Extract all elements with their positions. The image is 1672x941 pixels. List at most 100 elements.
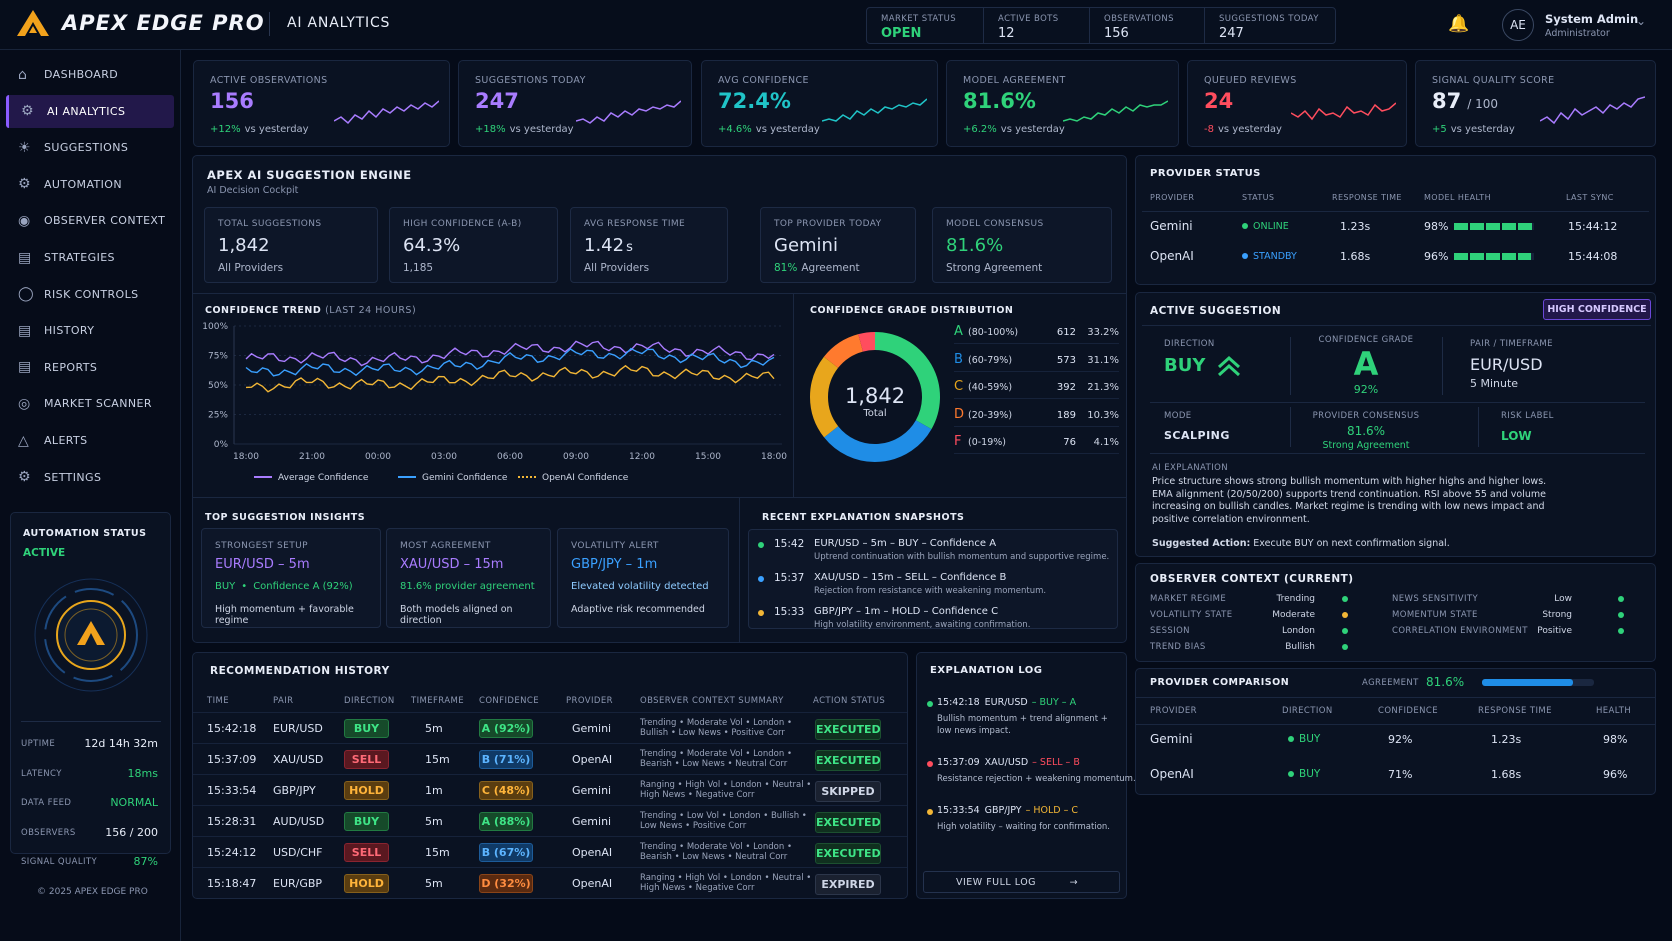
nav-item-observer-context[interactable]: ◉ OBSERVER CONTEXT: [6, 204, 174, 237]
trend-series-line: [245, 364, 775, 393]
insight-card: STRONGEST SETUP EUR/USD – 5m BUY • Confidenc…: [201, 528, 381, 628]
nav-item-reports[interactable]: ▤ REPORTS: [6, 351, 174, 384]
log-title: EXPLANATION LOG: [930, 665, 1043, 676]
nav-label: AI ANALYTICS: [47, 104, 126, 118]
kpi-suffix: / 100: [1467, 97, 1498, 111]
table-row[interactable]: 15:33:54 GBP/JPY HOLD 1m C (48%) Gemini Rangin…: [193, 774, 907, 805]
provider-response: 1.23s: [1340, 220, 1371, 233]
table-row[interactable]: 15:24:12 USD/CHF SELL 15m B (67%) OpenAI Trend…: [193, 836, 907, 867]
nav-item-market-scanner[interactable]: ◎ MARKET SCANNER: [6, 387, 174, 420]
history-column-header: TIMEFRAME: [411, 696, 464, 706]
nav-item-history[interactable]: ▤ HISTORY: [6, 314, 174, 347]
nav-item-suggestions[interactable]: ☀ SUGGESTIONS: [6, 131, 174, 164]
comparison-column: RESPONSE TIME: [1478, 706, 1552, 716]
snapshot-time: 15:42: [774, 538, 805, 550]
insight-line1: Elevated volatility detected: [571, 581, 709, 592]
log-line2: low news impact.: [937, 726, 1011, 736]
view-full-log-button[interactable]: VIEW FULL LOG →: [923, 871, 1120, 893]
insight-line2: Adaptive risk recommended: [571, 604, 705, 615]
nav-item-alerts[interactable]: △ ALERTS: [6, 424, 174, 457]
nav-item-settings[interactable]: ⚙ SETTINGS: [6, 461, 174, 494]
row-timeframe: 1m: [425, 784, 443, 797]
nav-item-ai-analytics[interactable]: ⚙ AI ANALYTICS: [6, 94, 174, 128]
insight-head: EUR/USD – 5m: [215, 557, 310, 572]
trend-legend-label: Average Confidence: [278, 473, 369, 483]
kpi-delta: -8 vs yesterday: [1204, 124, 1282, 135]
observations-cell: OBSERVATIONS 156: [1090, 8, 1205, 43]
trend-xtick: 18:00: [233, 452, 259, 462]
nav-label: HISTORY: [44, 324, 95, 338]
agreement-value: 81.6%: [1426, 675, 1465, 689]
nav-item-automation[interactable]: ⚙ AUTOMATION: [6, 168, 174, 201]
provider-name: OpenAI: [1150, 249, 1194, 263]
grade-range: (40-59%): [968, 382, 1013, 393]
kpi-value: 247: [475, 89, 519, 113]
history-column-header: ACTION STATUS: [813, 696, 886, 706]
direction-value: BUY: [1164, 355, 1206, 376]
table-row[interactable]: 15:37:09 XAU/USD SELL 15m B (71%) OpenAI Trend…: [193, 743, 907, 774]
confidence-trend-chart: CONFIDENCE TREND (LAST 24 HOURS) 100% 75%…: [192, 293, 794, 497]
row-time: 15:33:54: [207, 784, 257, 797]
confidence-badge: D (32%): [479, 874, 533, 893]
trend-range: (LAST 24 HOURS): [325, 305, 417, 316]
nav-label: ALERTS: [44, 434, 88, 447]
grade-pct: 21.3%: [1087, 382, 1119, 393]
engine-card-label: TOP PROVIDER TODAY: [774, 219, 882, 229]
home-icon: ⌂: [18, 66, 28, 83]
provider-status-column: LAST SYNC: [1566, 193, 1614, 202]
insight-line2: Both models aligned on direction: [400, 604, 513, 626]
trend-series-line: [245, 347, 775, 377]
kpi-sparkline: [1063, 100, 1168, 122]
risk-value: LOW: [1501, 429, 1532, 443]
status-dot: [758, 610, 764, 616]
section-title: AI ANALYTICS: [287, 15, 391, 31]
grade-letter: B: [954, 351, 963, 367]
grade-letter: D: [954, 406, 965, 422]
history-column-header: PAIR: [273, 696, 294, 706]
row-provider: OpenAI: [572, 877, 613, 890]
trend-xtick: 18:00: [761, 452, 787, 462]
trend-xtick: 21:00: [299, 452, 325, 462]
kpi-card: SUGGESTIONS TODAY 247 +18% vs yesterday: [458, 60, 692, 147]
observer-value: Strong: [1542, 610, 1572, 620]
nav-item-risk-controls[interactable]: ◯ RISK CONTROLS: [6, 278, 174, 311]
arrow-right-icon: →: [1069, 877, 1079, 888]
trend-ytick: 75%: [208, 352, 228, 362]
row-pair: AUD/USD: [273, 815, 325, 828]
brand-title: APEX EDGE PRO: [62, 11, 265, 35]
kpi-label: QUEUED REVIEWS: [1204, 75, 1297, 86]
row-pair: EUR/USD: [273, 722, 323, 735]
nav-item-strategies[interactable]: ▤ STRATEGIES: [6, 241, 174, 274]
table-row[interactable]: 15:28:31 AUD/USD BUY 5m A (88%) Gemini Trendin…: [193, 805, 907, 836]
table-row[interactable]: 15:42:18 EUR/USD BUY 5m A (92%) Gemini Trendin…: [193, 712, 907, 743]
kpi-value: 24: [1204, 89, 1234, 113]
consensus-sub: Strong Agreement: [1322, 440, 1410, 451]
nav-label: STRATEGIES: [44, 251, 115, 264]
avatar[interactable]: AE: [1502, 9, 1534, 41]
row-context: Ranging • High Vol • London • Neutral • H…: [640, 780, 812, 800]
automation-row-value: 156 / 200: [105, 825, 158, 839]
trend-xtick: 06:00: [497, 452, 523, 462]
top-bar: APEX EDGE PRO AI ANALYTICS MARKET STATUS…: [0, 0, 1672, 50]
timeframe-value: 5 Minute: [1470, 377, 1519, 390]
donut-slice-c: [810, 356, 839, 438]
direction-badge: HOLD: [344, 874, 389, 893]
chevron-down-icon[interactable]: ⌄: [1636, 14, 1647, 28]
row-pair: GBP/JPY: [273, 784, 316, 797]
status-dot: [927, 701, 933, 707]
automation-row-value: 18ms: [127, 766, 158, 780]
donut-slice-f: [858, 332, 876, 352]
user-name[interactable]: System Admin: [1545, 12, 1639, 26]
agreement-label: AGREEMENT: [1362, 678, 1419, 688]
engine-card-value: Gemini: [774, 235, 838, 256]
history-column-header: CONFIDENCE: [479, 696, 539, 706]
observer-value: Bullish: [1285, 642, 1315, 652]
provider-response: 1.68s: [1340, 250, 1371, 263]
row-timeframe: 5m: [425, 722, 443, 735]
table-row[interactable]: 15:18:47 EUR/GBP HOLD 5m D (32%) OpenAI Rangin…: [193, 867, 907, 898]
snapshot-head: EUR/USD – 5m – BUY – Confidence A: [814, 538, 997, 549]
bell-icon[interactable]: 🔔: [1448, 14, 1470, 34]
status-badge: EXECUTED: [815, 843, 881, 864]
nav-label: SUGGESTIONS: [44, 141, 129, 155]
nav-item-dashboard[interactable]: ⌂ DASHBOARD: [6, 58, 174, 91]
